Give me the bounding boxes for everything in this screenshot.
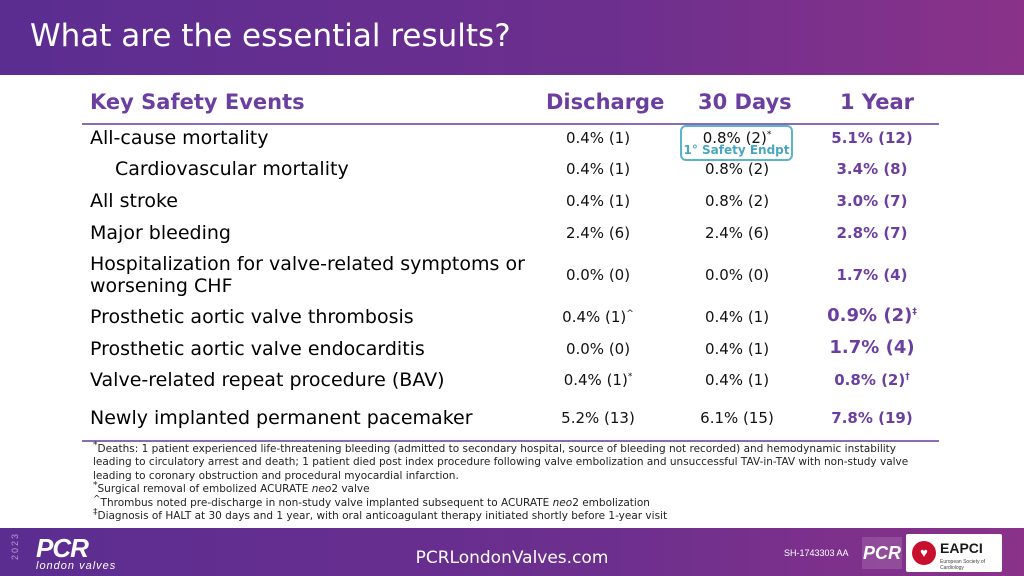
cell-30days: 0.4% (1) bbox=[704, 308, 770, 326]
cell-30days: 0.4% (1) bbox=[704, 371, 770, 389]
header-divider bbox=[82, 123, 939, 125]
cell-30days: 0.0% (0) bbox=[704, 266, 770, 284]
cell-discharge: 2.4% (6) bbox=[565, 224, 631, 242]
footer-bar bbox=[0, 528, 1024, 576]
cell-30days: 2.4% (6) bbox=[704, 224, 770, 242]
col-header-30days: 30 Days bbox=[698, 90, 792, 114]
cell-discharge: 0.4% (1)* bbox=[563, 371, 633, 389]
row-label: Valve-related repeat procedure (BAV) bbox=[90, 369, 445, 391]
eapci-logo: ♥ EAPCI European Society of Cardiology bbox=[906, 534, 1002, 572]
cell-1year: 7.8% (19) bbox=[831, 409, 913, 427]
eapci-logo-subtext: European Society of Cardiology bbox=[940, 559, 986, 571]
cell-30days: 6.1% (15) bbox=[700, 409, 774, 427]
footnote-halt: ‡Diagnosis of HALT at 30 days and 1 year… bbox=[93, 507, 668, 523]
heart-icon: ♥ bbox=[912, 541, 936, 565]
col-header-discharge: Discharge bbox=[546, 90, 665, 114]
eapci-logo-text: EAPCI bbox=[940, 540, 983, 556]
footnote-thrombus: ^Thrombus noted pre-discharge in non-stu… bbox=[93, 494, 650, 509]
cell-discharge: 0.0% (0) bbox=[565, 266, 631, 284]
cell-1year: 0.8% (2)† bbox=[834, 371, 910, 389]
cell-1year: 5.1% (12) bbox=[831, 129, 913, 147]
col-header-1year: 1 Year bbox=[840, 90, 914, 114]
cell-30days: 0.8% (2)* bbox=[702, 129, 772, 147]
cell-discharge: 0.4% (1) bbox=[565, 160, 631, 178]
row-label: Newly implanted permanent pacemaker bbox=[90, 407, 473, 429]
footnotes: *Deaths: 1 patient experienced life-thre… bbox=[93, 440, 933, 523]
row-label: All-cause mortality bbox=[90, 127, 269, 149]
page-title: What are the essential results? bbox=[30, 18, 511, 54]
cell-discharge: 0.0% (0) bbox=[565, 340, 631, 358]
cell-discharge: 0.4% (1)^ bbox=[562, 308, 634, 326]
cell-discharge: 5.2% (13) bbox=[561, 409, 635, 427]
row-label: Prosthetic aortic valve thrombosis bbox=[90, 306, 414, 328]
row-label: Hospitalization for valve-related sympto… bbox=[90, 253, 525, 297]
cell-1year: 1.7% (4) bbox=[829, 337, 915, 358]
row-label: Major bleeding bbox=[90, 222, 231, 244]
cell-30days: 0.4% (1) bbox=[704, 340, 770, 358]
footnote-surgical: *Surgical removal of embolized ACURATE n… bbox=[93, 480, 370, 496]
pcr-logo: PCR bbox=[36, 533, 89, 563]
row-label: Cardiovascular mortality bbox=[115, 158, 349, 180]
row-label: Prosthetic aortic valve endocarditis bbox=[90, 338, 425, 360]
footnote-divider bbox=[82, 440, 939, 442]
cell-discharge: 0.4% (1) bbox=[565, 192, 631, 210]
cell-discharge: 0.4% (1) bbox=[565, 129, 631, 147]
cell-1year: 0.9% (2)‡ bbox=[827, 305, 917, 326]
footer-code: SH-1743303 AA bbox=[784, 548, 849, 558]
footer-website[interactable]: PCRLondonValves.com bbox=[415, 548, 609, 568]
footnote-deaths: *Deaths: 1 patient experienced life-thre… bbox=[93, 440, 909, 482]
cell-1year: 3.4% (8) bbox=[836, 160, 908, 178]
title-bar: What are the essential results? bbox=[0, 0, 1024, 75]
cell-30days: 0.8% (2) bbox=[704, 160, 770, 178]
row-label: All stroke bbox=[90, 190, 178, 212]
cell-1year: 1.7% (4) bbox=[836, 266, 908, 284]
pcr-badge-logo: PCR bbox=[862, 537, 902, 569]
cell-1year: 2.8% (7) bbox=[836, 224, 908, 242]
cell-30days: 0.8% (2) bbox=[704, 192, 770, 210]
primary-endpoint-label: 1° Safety Endpt bbox=[683, 143, 790, 157]
primary-endpoint-box bbox=[680, 125, 793, 161]
pcr-logo-subtitle: london valves bbox=[36, 560, 117, 572]
cell-1year: 3.0% (7) bbox=[836, 192, 908, 210]
col-header-events: Key Safety Events bbox=[90, 90, 305, 114]
